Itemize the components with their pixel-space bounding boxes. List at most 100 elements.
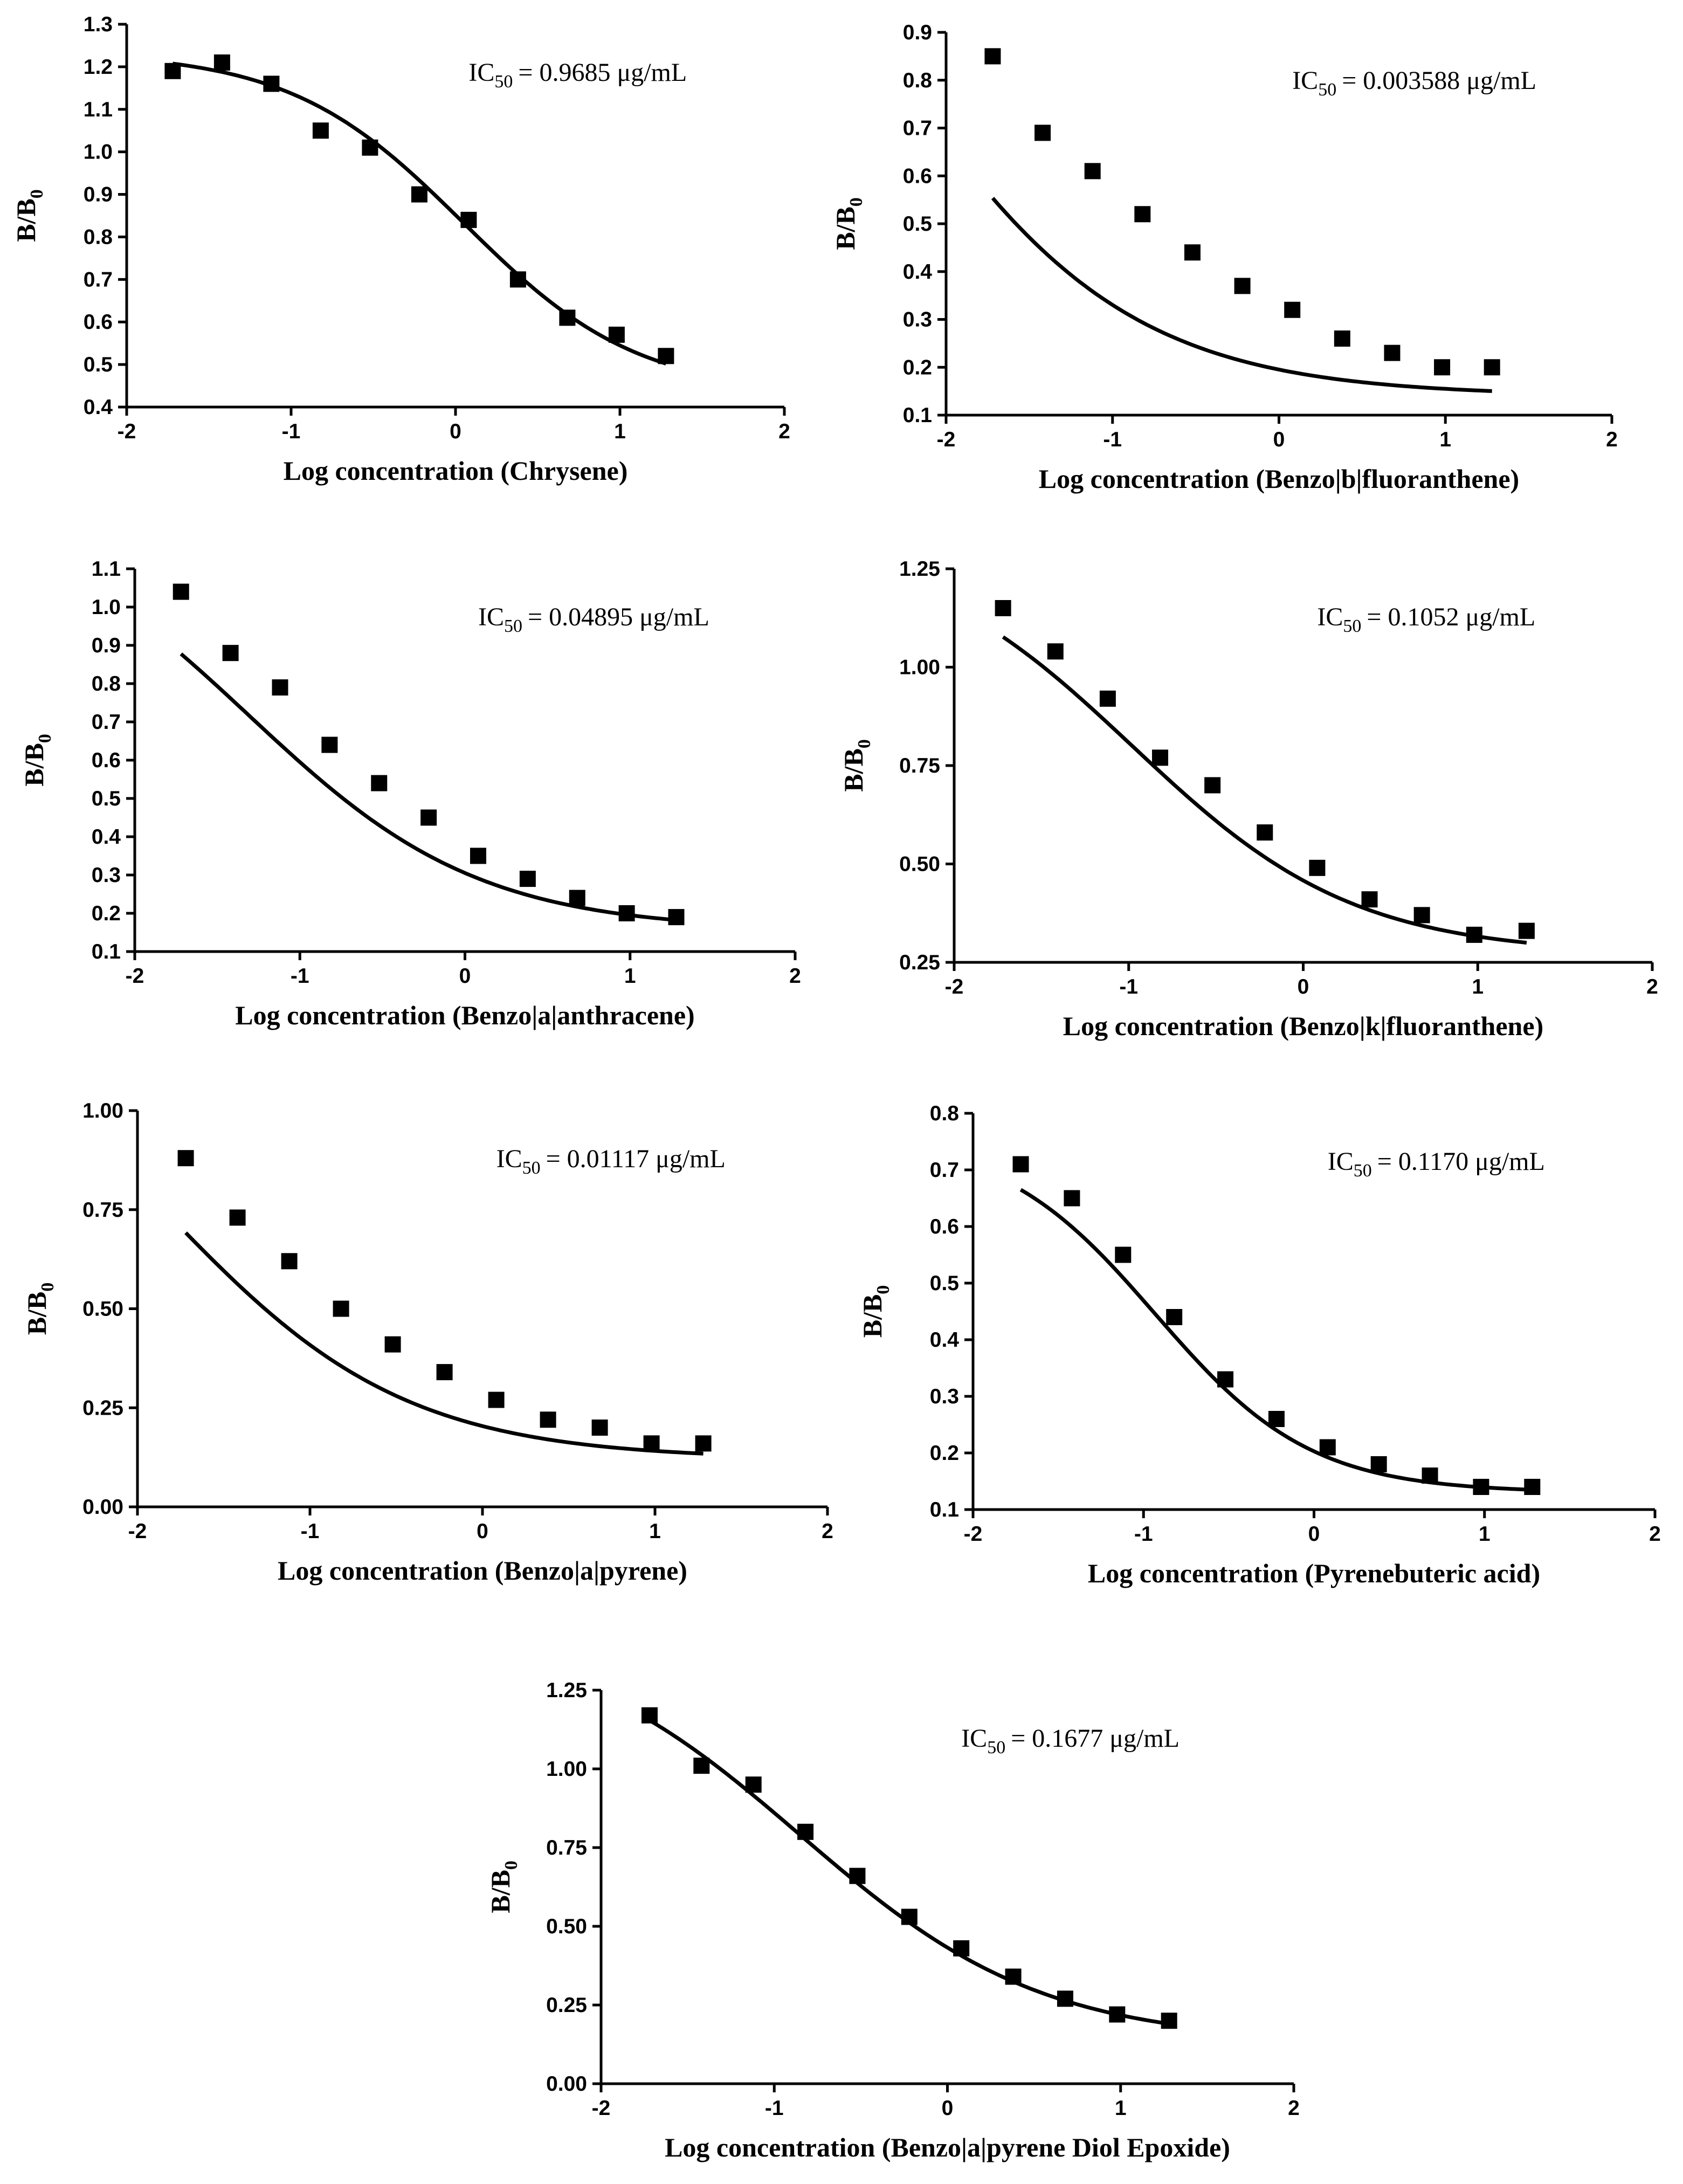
data-point [1319, 1439, 1336, 1456]
data-point [1361, 891, 1378, 908]
ic50-annotation: IC50 = 0.9685 μg/mL [468, 58, 687, 92]
y-tick-label: 1.00 [546, 1758, 587, 1781]
data-point [1384, 345, 1401, 361]
y-tick-label: 0.2 [92, 902, 121, 925]
ic50-value: = 0.9685 μg/mL [518, 58, 687, 87]
data-point [1166, 1309, 1183, 1325]
data-point [1109, 2006, 1126, 2023]
data-point [1334, 330, 1350, 347]
ic50-annotation: IC50 = 0.1677 μg/mL [961, 1724, 1180, 1758]
y-tick-label: 0.9 [92, 634, 121, 657]
chart-panel-5: 0.00 0.25 0.50 0.75 1.00 -2 -1 0 1 2 Log concentra… [22, 1099, 833, 1586]
ic50-subscript: 50 [1343, 616, 1361, 636]
fitted-curve [1019, 1188, 1533, 1492]
y-tick-label: 0.5 [92, 787, 121, 810]
data-point [1115, 1246, 1132, 1263]
data-point [321, 736, 338, 753]
y-tick-label: 0.7 [84, 268, 113, 291]
ic50-value: = 0.1052 μg/mL [1367, 603, 1535, 631]
data-point [1413, 907, 1430, 924]
ic50-value: = 0.1677 μg/mL [1011, 1724, 1180, 1753]
data-point [1284, 301, 1301, 318]
x-tick-label: 0 [477, 1520, 488, 1543]
data-point [1268, 1411, 1285, 1427]
x-tick-label: 1 [649, 1520, 661, 1543]
y-tick-label: 0.00 [546, 2072, 587, 2096]
y-tick-label: 0.75 [546, 1836, 587, 1859]
x-tick-label: 2 [1649, 1522, 1661, 1546]
x-tick-label: 1 [1115, 2097, 1127, 2120]
data-point [362, 139, 378, 156]
data-point [995, 600, 1011, 616]
fitted-curve [180, 652, 677, 922]
y-axis-title: B/B0 [830, 197, 866, 250]
y-tick-label: 1.1 [84, 98, 113, 121]
y-axis-title-subscript: 0 [873, 1285, 893, 1294]
y-axis-title-main: B/B [19, 743, 49, 787]
x-axis-title: Log concentration (Chrysene) [284, 456, 628, 486]
y-axis-title: B/B0 [485, 1861, 521, 1913]
y-axis-title-main: B/B [485, 1870, 515, 1913]
data-point [384, 1336, 401, 1353]
chart-panel-1: 0.4 0.5 0.6 0.7 0.8 0.9 1.0 1.1 1.2 1.3 -2 -1 0 1 2 Log… [11, 13, 790, 486]
data-point [1204, 777, 1221, 794]
data-point [901, 1909, 918, 1925]
x-tick-label: -2 [128, 1520, 147, 1543]
data-point [519, 871, 536, 887]
y-tick-label: 0.25 [546, 1994, 587, 2017]
x-tick-label: -2 [592, 2097, 611, 2120]
data-point [1484, 359, 1500, 376]
x-tick-label: -1 [282, 420, 301, 443]
data-point [1434, 359, 1451, 376]
y-tick-label: 0.7 [930, 1159, 959, 1182]
y-axis-title: B/B0 [19, 734, 55, 787]
y-axis-title-subscript: 0 [501, 1861, 521, 1870]
y-tick-label: 0.6 [84, 311, 113, 334]
x-tick-label: 0 [1273, 428, 1285, 451]
y-axis-title: B/B0 [857, 1285, 893, 1338]
x-tick-label: -2 [126, 964, 144, 988]
data-point [1064, 1190, 1080, 1207]
ic50-prefix: IC [478, 603, 504, 631]
data-point [540, 1411, 556, 1428]
y-tick-label: 1.1 [92, 557, 121, 581]
y-tick-label: 0.6 [903, 164, 932, 188]
ic50-value: = 0.01117 μg/mL [546, 1145, 726, 1173]
data-point [1370, 1456, 1387, 1472]
data-point [1524, 1479, 1541, 1495]
x-tick-label: 2 [789, 964, 801, 988]
data-point [559, 309, 576, 326]
x-tick-label: 1 [614, 420, 626, 443]
ic50-subscript: 50 [504, 616, 522, 636]
y-axis-title-main: B/B [830, 206, 860, 250]
x-tick-label: 2 [1288, 2097, 1300, 2120]
y-tick-label: 1.00 [82, 1099, 123, 1122]
data-point [745, 1776, 762, 1793]
x-tick-label: -1 [1119, 975, 1138, 998]
x-tick-label: 1 [1472, 975, 1484, 998]
y-tick-label: 0.25 [82, 1396, 123, 1420]
x-tick-label: 2 [822, 1520, 833, 1543]
ic50-annotation: IC50 = 0.04895 μg/mL [478, 603, 709, 636]
data-point [1473, 1479, 1489, 1495]
data-point [173, 583, 189, 600]
data-point [1057, 1990, 1073, 2007]
data-point [1012, 1156, 1029, 1173]
ic50-subscript: 50 [1354, 1161, 1372, 1181]
data-point [591, 1420, 608, 1436]
x-axis-title: Log concentration (Benzo|a|pyrene Diol E… [665, 2132, 1230, 2162]
x-tick-label: -1 [1134, 1522, 1153, 1546]
y-tick-label: 0.6 [930, 1215, 959, 1238]
y-axis-title: B/B0 [838, 739, 874, 792]
x-tick-label: -2 [964, 1522, 983, 1546]
data-point [470, 848, 486, 864]
x-tick-label: -2 [945, 975, 964, 998]
data-point [608, 326, 625, 343]
x-tick-label: -1 [301, 1520, 320, 1543]
x-tick-label: 0 [450, 420, 461, 443]
x-tick-label: 2 [778, 420, 790, 443]
y-axis-title-main: B/B [11, 198, 41, 242]
fitted-curve [1002, 635, 1527, 945]
y-tick-label: 0.5 [930, 1272, 959, 1295]
